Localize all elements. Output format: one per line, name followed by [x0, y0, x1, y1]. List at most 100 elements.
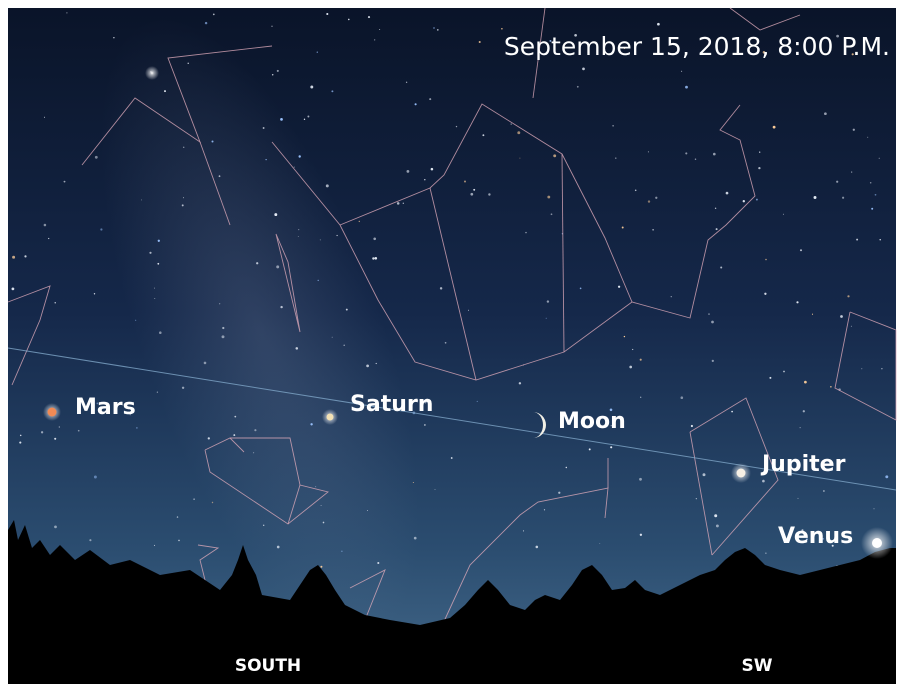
star	[135, 320, 136, 321]
star	[566, 467, 567, 468]
star	[711, 321, 714, 324]
star	[797, 498, 798, 499]
star	[716, 228, 718, 230]
star	[271, 26, 272, 27]
star	[632, 349, 633, 350]
star	[800, 427, 801, 428]
star	[881, 368, 882, 369]
star	[764, 293, 766, 295]
star	[713, 153, 716, 156]
star	[263, 525, 264, 526]
saturn	[327, 414, 334, 421]
star	[265, 159, 266, 160]
star	[612, 125, 614, 127]
star	[294, 167, 295, 168]
star	[263, 127, 265, 129]
star	[501, 28, 503, 30]
star	[851, 172, 852, 173]
star	[320, 239, 321, 240]
star	[157, 392, 158, 393]
star	[158, 240, 160, 242]
star	[424, 424, 425, 425]
star	[372, 257, 374, 259]
star	[89, 539, 91, 541]
star	[885, 475, 888, 478]
star	[553, 154, 556, 157]
star	[406, 82, 407, 83]
star	[12, 288, 15, 291]
star	[610, 446, 612, 448]
object-label: Venus	[778, 524, 853, 549]
star	[188, 63, 189, 64]
star	[804, 381, 807, 384]
sky-chart: September 15, 2018, 8:00 P.M. Mars Satur…	[0, 0, 904, 690]
star	[473, 189, 475, 191]
star	[477, 401, 478, 402]
star	[298, 236, 299, 237]
star	[44, 224, 47, 227]
star	[19, 442, 21, 444]
star	[551, 213, 553, 215]
star	[157, 263, 159, 265]
star	[177, 516, 178, 517]
star	[582, 68, 585, 71]
star	[830, 386, 832, 388]
star	[629, 366, 632, 369]
star	[64, 181, 66, 183]
star	[415, 103, 417, 105]
star	[671, 296, 672, 297]
star	[234, 416, 236, 418]
star	[695, 158, 696, 159]
star	[193, 498, 195, 500]
star	[254, 429, 256, 431]
star	[219, 175, 221, 177]
star	[765, 259, 767, 261]
star	[511, 123, 512, 124]
star	[635, 190, 637, 192]
star	[315, 486, 316, 487]
star	[219, 303, 220, 304]
star	[100, 228, 102, 230]
star	[655, 197, 657, 199]
star	[368, 16, 370, 18]
star	[580, 288, 582, 290]
star	[468, 310, 469, 311]
star	[814, 196, 817, 199]
star	[212, 502, 213, 503]
star	[375, 257, 378, 260]
star	[367, 510, 368, 511]
star	[403, 203, 404, 204]
star	[523, 530, 524, 531]
star	[341, 551, 342, 552]
star	[280, 118, 283, 121]
star	[310, 86, 313, 89]
star	[343, 344, 345, 346]
star	[154, 288, 155, 289]
star	[66, 12, 67, 13]
star	[182, 387, 184, 389]
star	[182, 204, 184, 206]
star	[648, 200, 650, 202]
star	[639, 478, 642, 481]
jupiter	[737, 469, 746, 478]
star	[544, 509, 545, 510]
star	[318, 280, 319, 281]
star	[397, 202, 400, 205]
star	[479, 41, 481, 43]
star	[48, 238, 49, 239]
star	[277, 70, 279, 72]
star	[298, 229, 299, 230]
star	[433, 27, 434, 28]
star	[640, 534, 642, 536]
star	[525, 232, 526, 233]
star	[331, 90, 333, 92]
star	[183, 147, 184, 148]
star	[424, 179, 425, 180]
star	[657, 23, 660, 26]
star	[233, 434, 235, 436]
star	[95, 156, 98, 159]
star	[879, 158, 880, 159]
star	[205, 22, 207, 24]
star	[517, 131, 520, 134]
star	[431, 168, 434, 171]
